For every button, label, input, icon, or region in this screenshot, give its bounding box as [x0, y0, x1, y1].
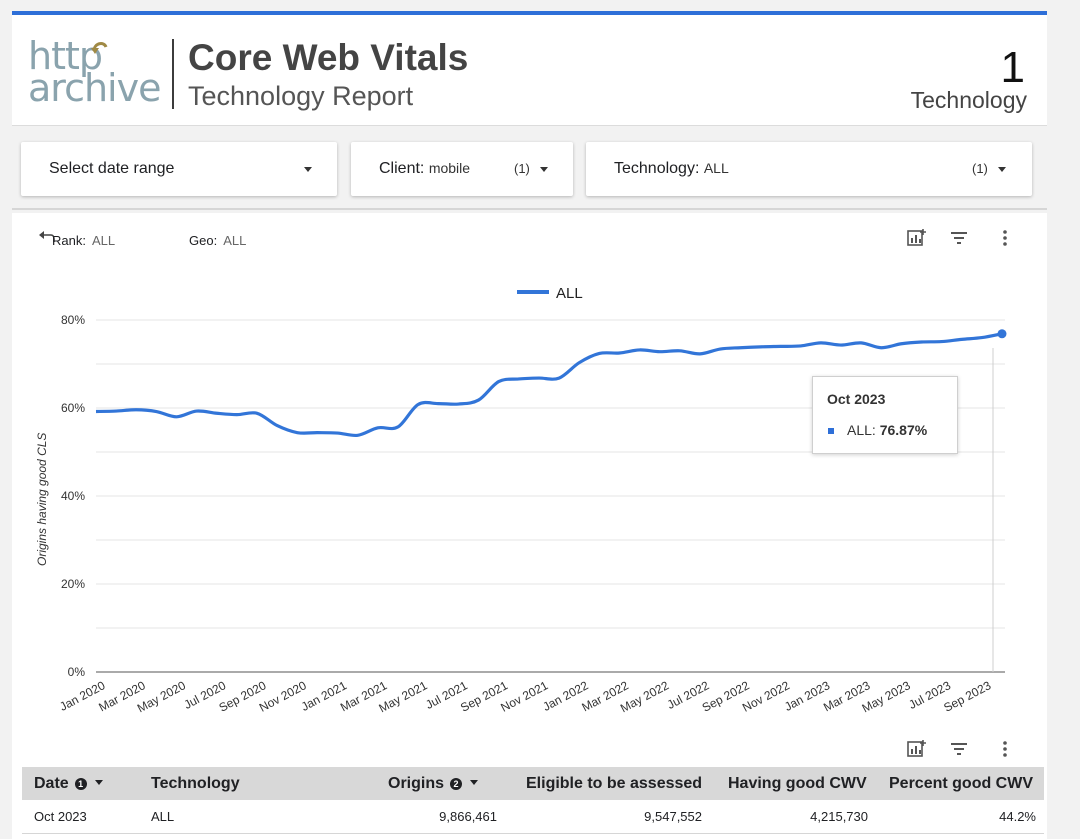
- data-point-oct-2023: [997, 329, 1007, 339]
- column-header-technology[interactable]: Technology: [151, 775, 240, 792]
- column-header-percent-good[interactable]: Percent good CWV: [889, 775, 1034, 792]
- cell-origins: 9,866,461: [439, 809, 497, 824]
- chevron-down-icon: [998, 167, 1006, 172]
- logo-text-bottom: archive: [28, 66, 161, 110]
- cell-good-cwv: 4,215,730: [810, 809, 868, 824]
- y-tick-label: 40%: [61, 489, 85, 503]
- section-divider: [12, 208, 1047, 210]
- client-label: Client:: [379, 160, 425, 177]
- geo-control[interactable]: Geo: ALL: [189, 233, 246, 248]
- date-header-label: Date: [34, 775, 69, 792]
- client-filter[interactable]: Client: mobile (1): [351, 142, 573, 196]
- client-count: (1): [514, 161, 530, 176]
- cell-eligible: 9,547,552: [644, 809, 702, 824]
- chart-panel: Rank: ALL Geo: ALL 0% 20% 40% 60% 80% Origins h…: [12, 213, 1047, 839]
- y-tick-label: 80%: [61, 313, 85, 327]
- y-tick-label: 20%: [61, 577, 85, 591]
- table-chart-options-icon[interactable]: [906, 738, 928, 760]
- chevron-down-icon: [540, 167, 548, 172]
- technology-count: 1: [1000, 43, 1025, 92]
- column-header-origins[interactable]: Origins 2: [388, 775, 479, 793]
- table-more-vert-icon[interactable]: [994, 738, 1016, 760]
- tooltip-value-text: ALL: 76.87%: [847, 422, 927, 438]
- cell-percent-good: 44.2%: [999, 809, 1036, 824]
- rank-label: Rank:: [52, 233, 86, 248]
- cell-date: Oct 2023: [34, 809, 87, 824]
- rank-value: ALL: [91, 233, 116, 248]
- help-icon[interactable]: 2: [450, 778, 463, 790]
- legend-label-all: ALL: [556, 285, 583, 302]
- help-icon[interactable]: 1: [74, 778, 87, 790]
- client-filter-label: Client: mobile: [379, 160, 470, 178]
- tooltip-series-swatch: [828, 428, 834, 434]
- technology-filter[interactable]: Technology: ALL (1): [586, 142, 1032, 196]
- y-tick-label: 0%: [68, 665, 86, 679]
- chevron-down-icon: [304, 167, 312, 172]
- y-tick-label: 60%: [61, 401, 85, 415]
- logo-arrow-icon: [91, 42, 108, 54]
- cell-technology: ALL: [151, 809, 175, 824]
- tooltip-title: Oct 2023: [827, 391, 886, 407]
- column-header-eligible[interactable]: Eligible to be assessed: [526, 775, 703, 792]
- line-chart[interactable]: 0%20%40%60%80%Origins having good CLSJan…: [12, 213, 1047, 733]
- geo-value: ALL: [223, 233, 247, 248]
- geo-label: Geo:: [189, 233, 218, 248]
- tooltip-label: ALL:: [847, 422, 876, 438]
- accent-bar: [12, 11, 1047, 15]
- page-subtitle: Technology Report: [188, 81, 414, 111]
- table-filter-icon[interactable]: [948, 738, 970, 760]
- technology-filter-label: Technology: ALL: [614, 160, 729, 178]
- date-range-label: Select date range: [49, 160, 175, 177]
- sort-icon[interactable]: [94, 780, 103, 785]
- rank-control[interactable]: Rank: ALL: [52, 233, 115, 248]
- sort-icon[interactable]: [470, 780, 479, 785]
- table-row[interactable]: Oct 2023 ALL 9,866,461 9,547,552 4,215,7…: [22, 800, 1044, 834]
- chart-tooltip: Oct 2023 ALL: 76.87%: [812, 376, 958, 454]
- technology-count-label: Technology: [910, 87, 1027, 113]
- technology-value: ALL: [703, 160, 729, 176]
- technology-count-badge: (1): [972, 161, 988, 176]
- header-divider: [172, 39, 174, 109]
- chart-options-icon[interactable]: [906, 227, 928, 249]
- page-title: Core Web Vitals: [188, 37, 469, 78]
- column-header-good-cwv[interactable]: Having good CWV: [728, 775, 867, 792]
- table-header-row: Date 1 Technology Origins 2 Eligible to be…: [22, 767, 1044, 800]
- origins-header-label: Origins: [388, 775, 445, 792]
- series-line-all: [95, 332, 1003, 438]
- date-range-filter[interactable]: Select date range: [21, 142, 337, 196]
- logo-text-top: http: [28, 34, 103, 78]
- report-header: http archive Core Web Vitals Technology …: [12, 15, 1047, 126]
- column-header-date[interactable]: Date 1: [34, 775, 103, 793]
- technology-label: Technology:: [614, 160, 700, 177]
- more-vert-icon[interactable]: [994, 227, 1016, 249]
- filter-icon[interactable]: [948, 227, 970, 249]
- reset-icon[interactable]: [39, 231, 55, 243]
- tooltip-value: 76.87%: [879, 422, 928, 438]
- http-archive-logo[interactable]: http archive: [28, 34, 161, 110]
- y-axis-label: Origins having good CLS: [35, 433, 49, 566]
- client-value: mobile: [428, 160, 471, 176]
